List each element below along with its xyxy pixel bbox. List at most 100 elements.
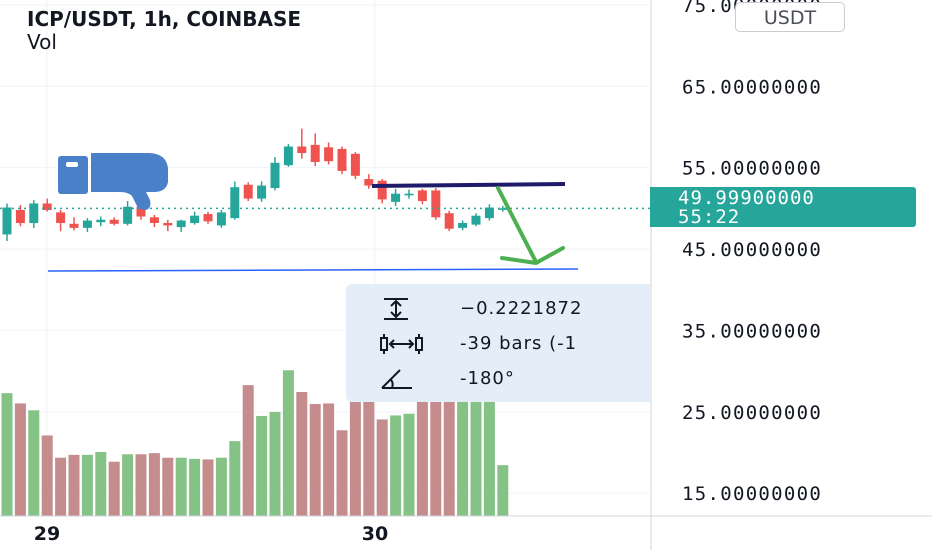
down-arrow[interactable] (496, 186, 565, 265)
candle (243, 182, 253, 202)
volume-bar (122, 454, 134, 516)
volume-bar (215, 457, 227, 516)
volume-bar (55, 457, 67, 516)
volume-bar (256, 416, 268, 516)
measure-angle-row: -180° (346, 364, 650, 394)
volume-bar (363, 397, 375, 516)
price-axis[interactable]: 75.0000000065.0000000055.0000000045.0000… (682, 0, 822, 505)
candle (417, 188, 427, 205)
candle-body (149, 217, 159, 224)
measure-tooltip: −0.2221872 -39 bars (-1 -180° (346, 284, 650, 402)
volume-bar (443, 396, 455, 516)
measure-price-change: −0.2221872 (460, 298, 583, 319)
candle (15, 205, 25, 227)
measure-bars-row: -39 bars (-1 (346, 329, 650, 359)
volume-label: Vol (27, 30, 57, 54)
candle-body (297, 146, 307, 154)
candle (82, 218, 92, 232)
candle (458, 220, 468, 231)
volume-bar (41, 435, 53, 516)
candle (270, 157, 280, 191)
candle-body (498, 208, 508, 210)
price-tick-label: 65.00000000 (682, 76, 822, 98)
candle-body (364, 179, 374, 186)
volume-bar (323, 403, 335, 516)
volume-bar (390, 415, 402, 516)
last-price-badge: 49.99900000 55:22 (650, 187, 916, 228)
volume-bar (162, 457, 174, 516)
candle (29, 200, 39, 228)
volume-bar (483, 381, 495, 516)
candle (69, 217, 79, 231)
candle-body (377, 180, 387, 200)
volume-bar (269, 412, 281, 516)
volume-bar (457, 398, 469, 516)
candle (350, 152, 360, 180)
volume-bar (95, 452, 107, 516)
candle-body (350, 153, 360, 176)
candle (230, 181, 240, 220)
candle-body (337, 148, 347, 171)
candle (324, 142, 334, 165)
symbol-title: ICP/USDT, 1h, COINBASE (27, 7, 302, 31)
measure-angle: -180° (460, 368, 515, 389)
price-tick-label: 15.00000000 (682, 483, 822, 505)
candle-body (484, 207, 494, 219)
candle-body (109, 219, 119, 224)
candle-body (431, 190, 441, 218)
candle (310, 133, 320, 167)
volume-bar (175, 457, 187, 516)
candle-body (190, 215, 200, 224)
price-tick-label: 45.00000000 (682, 239, 822, 261)
candles (2, 128, 508, 241)
support-line[interactable] (47, 268, 579, 272)
candle (109, 217, 119, 226)
candle-body (56, 212, 66, 224)
price-tick-label: 55.00000000 (682, 158, 822, 180)
candle-body (29, 203, 39, 224)
candle (431, 188, 441, 220)
candle-body (324, 147, 334, 162)
candle (96, 216, 106, 227)
candle-body (82, 220, 92, 228)
candle (364, 174, 374, 189)
candle (404, 189, 414, 199)
volume-bar (229, 441, 241, 516)
candle (257, 181, 267, 202)
time-tick-label: 29 (34, 523, 60, 545)
candle-body (2, 207, 12, 235)
candle (42, 198, 52, 212)
volume-bar (14, 403, 26, 516)
volume-bars (1, 370, 509, 516)
volume-bar (242, 385, 254, 516)
candle-body (96, 219, 106, 223)
angle-icon (381, 369, 412, 389)
volume-bar (148, 453, 160, 516)
measure-price-row: −0.2221872 (346, 294, 650, 324)
candle-body (203, 214, 213, 222)
candle-body (15, 209, 25, 224)
volume-bar (68, 454, 80, 516)
volume-bar (135, 454, 147, 516)
time-tick-label: 30 (362, 523, 388, 545)
trend-line[interactable] (371, 182, 566, 188)
volume-bar (403, 413, 415, 516)
price-tick-label: 35.00000000 (682, 320, 822, 342)
candle (216, 209, 226, 228)
candle (444, 210, 454, 232)
price-tick-label: 25.00000000 (682, 402, 822, 424)
time-axis[interactable]: 29 30 (34, 523, 388, 545)
candle (149, 214, 159, 228)
candle-body (417, 190, 427, 202)
candle-body (230, 187, 240, 219)
volume-bar (349, 384, 361, 516)
candle (471, 213, 481, 227)
candle-body (243, 184, 253, 199)
volume-bar (189, 458, 201, 516)
candle-body (391, 193, 401, 202)
candle-body (310, 144, 320, 162)
volume-bar (81, 454, 93, 516)
currency-button[interactable]: USDT (735, 2, 845, 32)
thumbs-down-icon (58, 153, 168, 210)
